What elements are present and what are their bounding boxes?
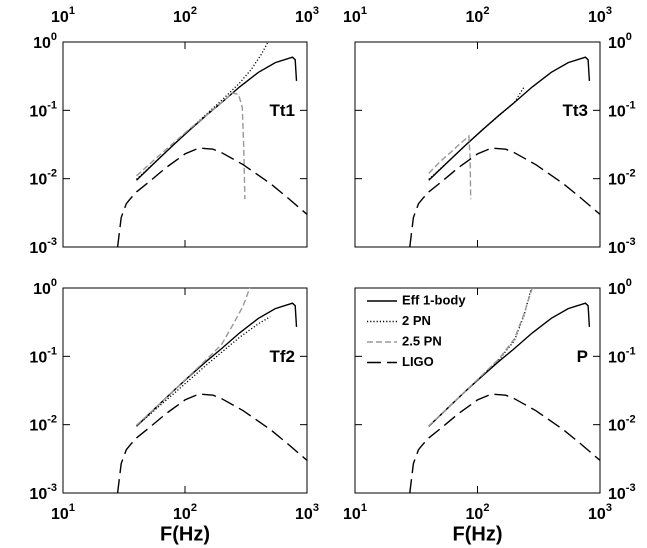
series-line [409, 147, 601, 248]
x-tick-label: 102 [173, 5, 197, 26]
series-line [116, 393, 308, 494]
series-line [116, 147, 308, 248]
plot-frame [62, 41, 308, 248]
x-tick-label: 101 [343, 5, 367, 26]
x-tick-label: 103 [588, 5, 612, 26]
series-line [428, 287, 532, 427]
y-tick-label: 10-3 [608, 236, 636, 257]
x-axis-label: F(Hz) [160, 523, 210, 545]
series-line [428, 56, 591, 181]
x-tick-label: 102 [466, 5, 490, 26]
series-line [428, 287, 533, 427]
x-tick-label: 101 [343, 502, 367, 523]
series-line [428, 86, 525, 180]
y-tick-label: 10-1 [29, 99, 57, 120]
panel-label: P [577, 347, 588, 366]
y-tick-label: 100 [33, 277, 57, 298]
series-line [136, 56, 298, 181]
y-tick-label: 10-3 [29, 236, 57, 257]
legend-label: 2 PN [402, 313, 431, 328]
x-tick-label: 101 [51, 502, 75, 523]
y-tick-label: 10-3 [608, 482, 636, 503]
x-axis-label: F(Hz) [453, 523, 503, 545]
panel-label: Tf2 [270, 347, 296, 366]
plot-frame [354, 287, 601, 494]
series-line [136, 316, 271, 427]
series-line [136, 92, 246, 200]
y-tick-label: 10-2 [29, 414, 57, 435]
legend-label: LIGO [402, 354, 434, 369]
y-tick-label: 10-1 [608, 345, 636, 366]
y-tick-label: 10-1 [608, 99, 636, 120]
x-tick-label: 103 [295, 502, 319, 523]
x-tick-label: 102 [173, 502, 197, 523]
y-tick-label: 100 [608, 31, 632, 52]
y-tick-label: 10-2 [29, 168, 57, 189]
series-line [428, 134, 472, 200]
panel-label: Tt1 [270, 101, 296, 120]
series-line [409, 393, 601, 494]
panel-label: Tt3 [563, 101, 589, 120]
legend-label: 2.5 PN [402, 333, 442, 348]
series-line [428, 302, 591, 427]
y-tick-label: 10-3 [29, 482, 57, 503]
x-tick-label: 102 [466, 502, 490, 523]
x-tick-label: 103 [588, 502, 612, 523]
x-tick-label: 101 [51, 5, 75, 26]
series-line [136, 287, 251, 426]
y-tick-label: 10-1 [29, 345, 57, 366]
x-tick-label: 103 [295, 5, 319, 26]
series-line [136, 41, 269, 180]
y-tick-label: 10-2 [608, 168, 636, 189]
y-tick-label: 100 [33, 31, 57, 52]
y-tick-label: 10-2 [608, 414, 636, 435]
y-tick-label: 100 [608, 277, 632, 298]
legend-label: Eff 1-body [402, 292, 466, 307]
plot-frame [354, 41, 601, 248]
plot-frame [62, 287, 308, 494]
